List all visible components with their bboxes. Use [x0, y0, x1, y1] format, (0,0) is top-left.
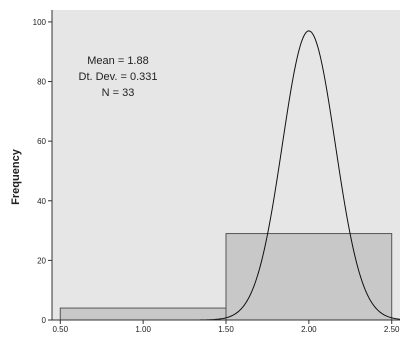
y-tick-label: 60 [37, 137, 46, 146]
x-tick-label: 0.50 [52, 325, 68, 334]
y-tick-label: 0 [42, 316, 47, 325]
y-axis-label: Frequency [10, 148, 22, 205]
histogram-bar-1 [225, 233, 393, 321]
x-tick-label: 1.50 [218, 325, 234, 334]
y-tick-label: 20 [37, 256, 46, 265]
y-tick-label: 40 [37, 197, 46, 206]
x-tick-label: 2.00 [301, 325, 317, 334]
stat-sd: Dt. Dev. = 0.331 [79, 71, 158, 83]
x-tick-label: 1.00 [135, 325, 151, 334]
y-tick-label: 100 [33, 18, 47, 27]
ticks-layer: 0 20 40 60 80 100 0.50 1.00 1.50 2.00 2.50 [33, 18, 400, 334]
bars-layer [59, 233, 393, 321]
y-tick-label: 80 [37, 78, 46, 87]
stat-mean: Mean = 1.88 [87, 55, 148, 67]
histogram-bar-0 [59, 307, 227, 321]
x-tick-label: 2.50 [384, 325, 400, 334]
stat-n: N = 33 [102, 87, 135, 99]
